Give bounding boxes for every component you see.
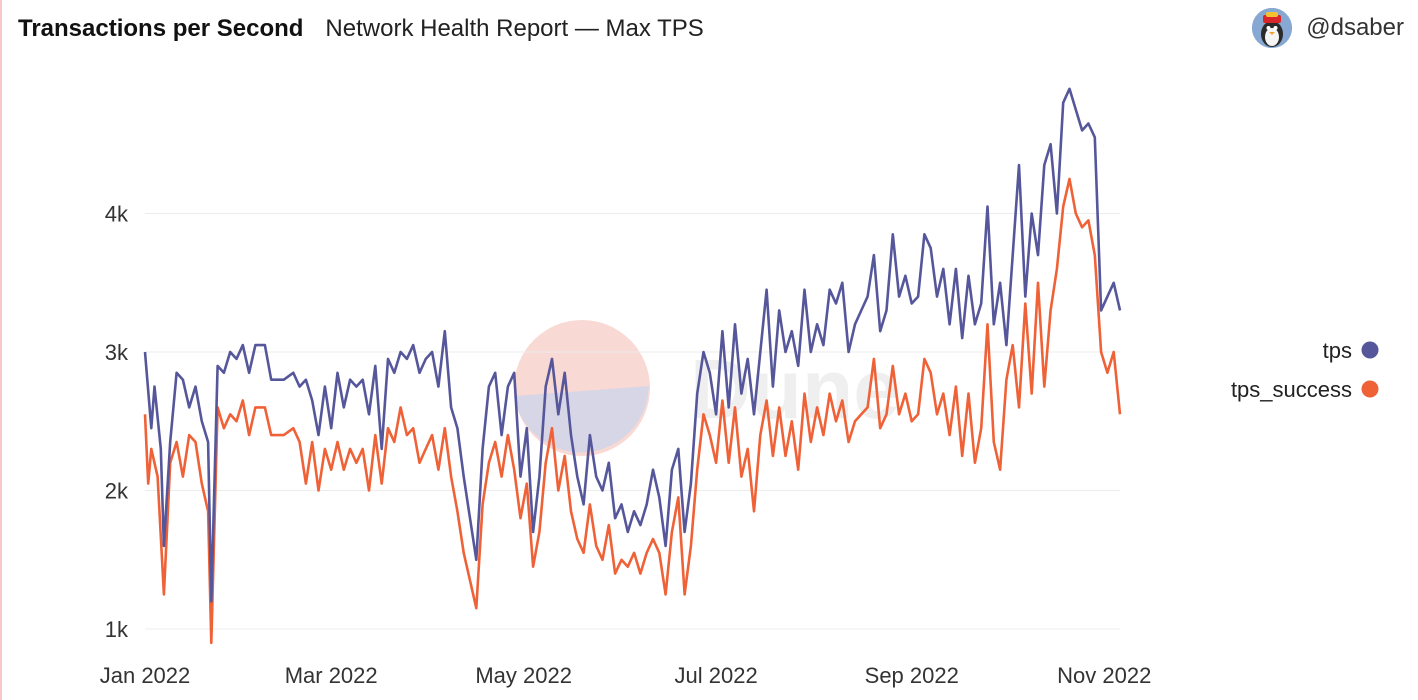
chart-header: Transactions per Second Network Health R… (18, 12, 704, 46)
author-badge[interactable]: @dsaber (1252, 8, 1404, 48)
chart-subtitle: Network Health Report — Max TPS (325, 15, 704, 42)
legend-label: tps (1323, 338, 1352, 363)
x-tick-label: Mar 2022 (285, 663, 378, 688)
left-edge-divider (0, 0, 2, 700)
x-tick-label: Jul 2022 (675, 663, 758, 688)
x-tick-label: May 2022 (475, 663, 572, 688)
y-tick-label: 2k (105, 479, 129, 504)
legend-label: tps_success (1231, 377, 1352, 402)
y-tick-label: 1k (105, 617, 129, 642)
x-tick-label: Nov 2022 (1057, 663, 1151, 688)
legend-item-tps-success[interactable]: tps_success (1231, 377, 1379, 402)
penguin-avatar-graphic (1252, 8, 1293, 48)
x-tick-label: Jan 2022 (100, 663, 191, 688)
penguin-avatar-icon[interactable] (1252, 8, 1293, 48)
legend-swatch (1361, 341, 1379, 359)
series-line-tps[interactable] (143, 87, 1122, 603)
y-tick-label: 3k (105, 340, 129, 365)
series-line-tps-success[interactable] (143, 177, 1122, 645)
author-username[interactable]: @dsaber (1306, 14, 1404, 41)
chart-title: Transactions per Second (18, 15, 304, 42)
legend-swatch (1361, 380, 1379, 398)
legend-item-tps[interactable]: tps (1323, 338, 1379, 363)
x-tick-label: Sep 2022 (865, 663, 959, 688)
y-tick-label: 4k (105, 202, 129, 227)
